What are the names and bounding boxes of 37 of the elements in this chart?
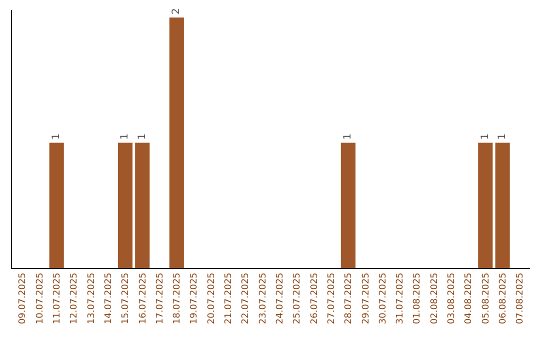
- x-tick-label: 31.07.2025: [396, 272, 406, 324]
- x-tick-label: 05.08.2025: [481, 272, 492, 324]
- x-tick-label: 17.07.2025: [155, 272, 166, 324]
- x-tick-label: 12.07.2025: [70, 272, 80, 324]
- x-tick-label: 01.08.2025: [412, 272, 423, 324]
- x-tick-label: 02.08.2025: [430, 272, 440, 324]
- data-label: 1: [120, 133, 131, 140]
- x-tick-label: 04.08.2025: [464, 272, 474, 324]
- x-tick-label: 13.07.2025: [86, 272, 97, 324]
- x-tick-label: 16.07.2025: [138, 272, 148, 324]
- x-tick-label: 14.07.2025: [104, 272, 114, 324]
- data-label: 1: [51, 133, 62, 140]
- x-tick-label: 22.07.2025: [241, 272, 252, 324]
- x-tick-label: 29.07.2025: [361, 272, 372, 324]
- data-label: 1: [342, 133, 354, 140]
- x-tick-label: 28.07.2025: [344, 272, 354, 324]
- x-tick-label: 30.07.2025: [378, 272, 388, 324]
- x-tick-label: 26.07.2025: [310, 272, 320, 324]
- x-tick-label: 21.07.2025: [224, 272, 234, 324]
- data-label: 2: [171, 8, 182, 15]
- x-tick-label: 06.08.2025: [498, 272, 508, 324]
- x-tick-label: 24.07.2025: [276, 272, 286, 324]
- x-tick-label: 03.08.2025: [447, 272, 458, 324]
- x-tick-label: 09.07.2025: [18, 272, 28, 324]
- data-label: 1: [136, 133, 148, 140]
- x-tick-label: 18.07.2025: [172, 272, 183, 324]
- data-label: 1: [497, 133, 508, 140]
- x-tick-label: 23.07.2025: [258, 272, 268, 324]
- x-tick-label: 25.07.2025: [292, 272, 303, 324]
- x-tick-label: 27.07.2025: [326, 272, 337, 324]
- x-tick-label: 07.08.2025: [516, 272, 526, 324]
- x-tick-label: 15.07.2025: [121, 272, 132, 324]
- x-tick-label: 10.07.2025: [35, 272, 46, 324]
- x-tick-label: 19.07.2025: [190, 272, 200, 324]
- x-tick-label: 20.07.2025: [206, 272, 217, 324]
- data-label: 1: [480, 133, 491, 140]
- x-tick-label: 11.07.2025: [52, 272, 63, 324]
